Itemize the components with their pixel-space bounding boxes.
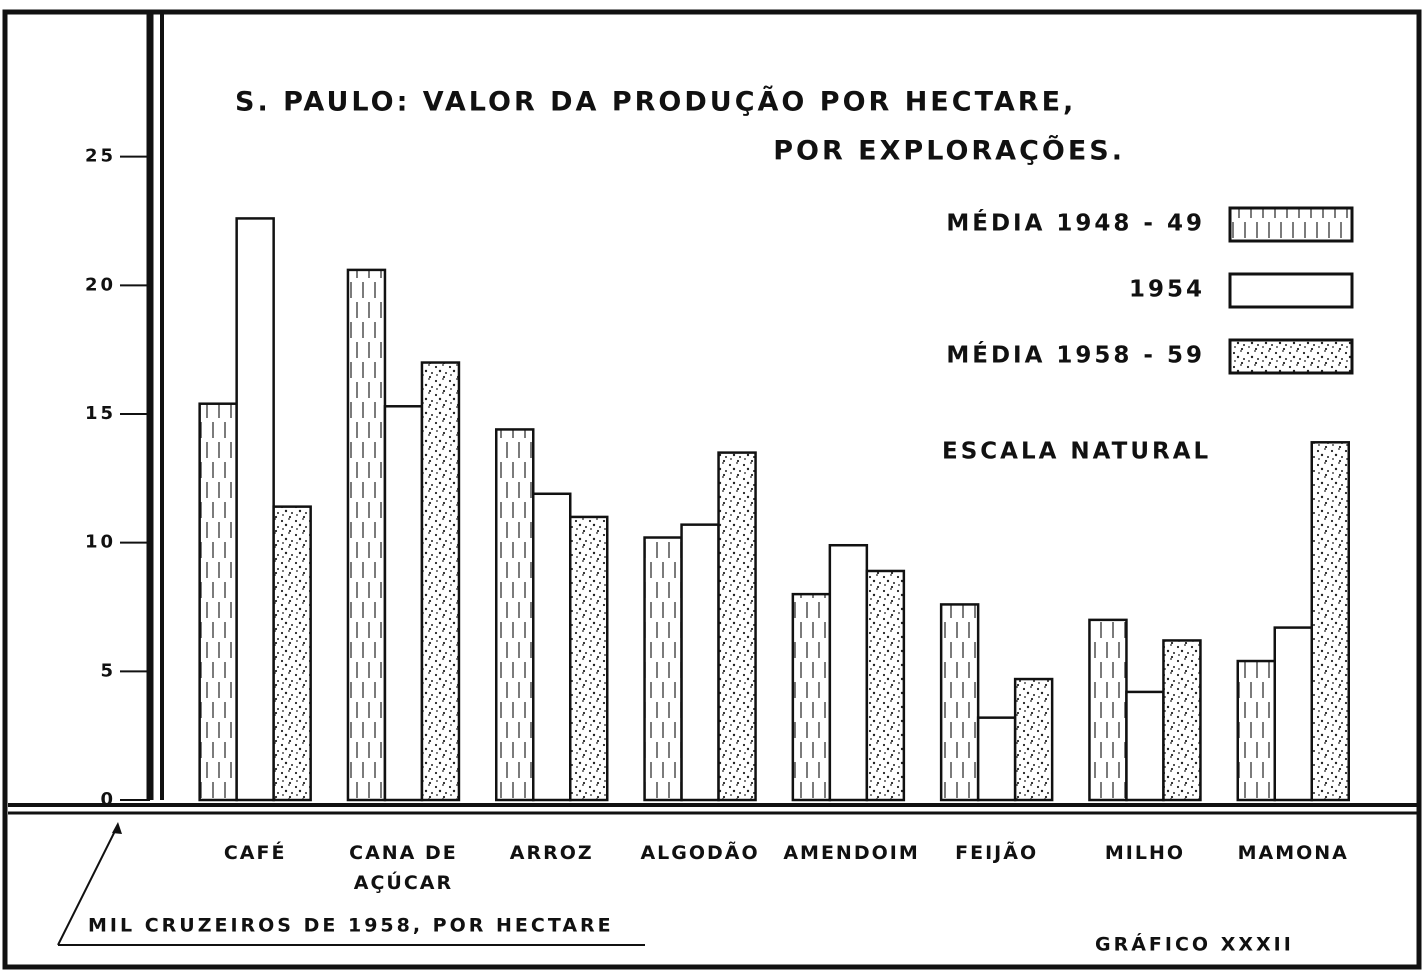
legend-swatch bbox=[1228, 338, 1354, 375]
x-tick-label: ARROZ bbox=[509, 842, 594, 864]
footer: GRÁFICO XXXII bbox=[1095, 933, 1294, 956]
bar bbox=[1162, 639, 1202, 802]
x-tick-label: FEIJÃO bbox=[955, 842, 1039, 864]
bar bbox=[680, 523, 720, 802]
bar bbox=[1125, 690, 1165, 802]
x-tick-label: ALGODÃO bbox=[640, 842, 760, 864]
bar bbox=[495, 428, 535, 802]
axis-label: MIL CRUZEIROS DE 1958, POR HECTARE bbox=[88, 915, 614, 937]
arrow-head bbox=[112, 822, 122, 834]
arrow bbox=[57, 824, 119, 946]
y-tick-label: 10 bbox=[85, 532, 116, 553]
bar bbox=[865, 569, 906, 802]
x-tick-label: MAMONA bbox=[1237, 842, 1349, 864]
annotation: ESCALA NATURAL bbox=[942, 439, 1211, 465]
bar bbox=[1088, 618, 1128, 802]
bar bbox=[976, 716, 1017, 802]
bar bbox=[272, 505, 312, 802]
bar bbox=[1236, 659, 1276, 802]
bar bbox=[828, 543, 869, 802]
bar bbox=[569, 515, 609, 802]
y-tick-label: 0 bbox=[100, 789, 116, 810]
y-tick-label: 20 bbox=[85, 274, 116, 295]
legend-label: MÉDIA 1958 - 59 bbox=[946, 341, 1205, 369]
bar bbox=[1310, 441, 1350, 802]
x-tick-label: MILHO bbox=[1104, 842, 1185, 864]
frame bbox=[2, 9, 1422, 970]
bar bbox=[717, 451, 757, 802]
bar bbox=[383, 405, 424, 802]
legend-swatch bbox=[1228, 272, 1354, 309]
bar bbox=[1273, 626, 1313, 802]
y-tick-label: 25 bbox=[85, 146, 116, 167]
x-tick-label: CANA DE AÇÚCAR bbox=[349, 842, 458, 894]
y-tick-label: 15 bbox=[85, 403, 116, 424]
legend-swatch bbox=[1228, 206, 1354, 243]
bar bbox=[791, 592, 832, 802]
chart-subtitle: POR EXPLORAÇÕES. bbox=[773, 135, 1125, 167]
bar bbox=[939, 603, 980, 802]
bar bbox=[198, 402, 238, 802]
legend-label: 1954 bbox=[1129, 277, 1205, 303]
x-tick-label: AMENDOIM bbox=[783, 842, 920, 864]
chart-title: S. PAULO: VALOR DA PRODUÇÃO POR HECTARE, bbox=[235, 86, 1076, 118]
bar bbox=[420, 361, 461, 802]
bar bbox=[235, 217, 275, 802]
bar bbox=[643, 536, 683, 802]
x-tick-label: CAFÉ bbox=[223, 842, 287, 864]
y-tick-label: 5 bbox=[100, 660, 116, 681]
bar bbox=[346, 268, 387, 802]
legend-label: MÉDIA 1948 - 49 bbox=[946, 209, 1205, 237]
bar bbox=[532, 492, 572, 802]
bar bbox=[1013, 677, 1054, 802]
